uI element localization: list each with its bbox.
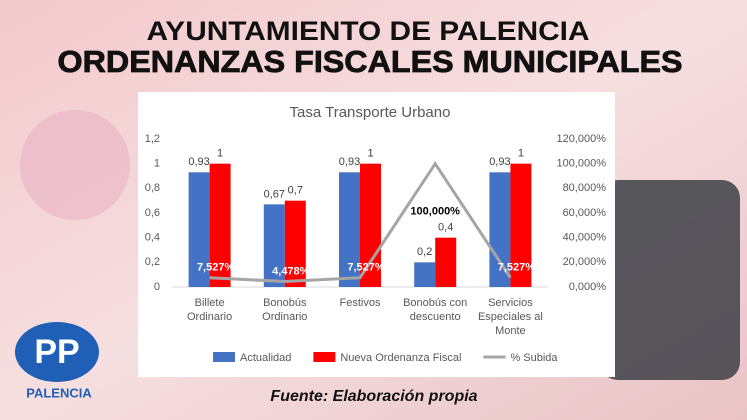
y-tick-label: 0,8 bbox=[145, 182, 160, 194]
line bbox=[209, 160, 512, 283]
y2-tick-label: 100,000% bbox=[556, 158, 606, 170]
y2-tick-label: 0,000% bbox=[569, 281, 607, 293]
y-tick-label: 0,2 bbox=[145, 256, 160, 268]
data-label: 0,2 bbox=[417, 246, 432, 258]
bar bbox=[284, 200, 306, 287]
data-label: 0,93 bbox=[339, 156, 360, 168]
data-label: 0,4 bbox=[438, 222, 453, 234]
bar bbox=[435, 237, 457, 287]
data-label: 1 bbox=[518, 148, 524, 160]
chart-title: Tasa Transporte Urbano bbox=[290, 104, 451, 121]
data-label: 0,93 bbox=[489, 156, 510, 168]
bar bbox=[339, 172, 360, 287]
bar bbox=[209, 163, 231, 287]
y-tick-label: 0,4 bbox=[145, 232, 160, 244]
y2-tick-label: 60,000% bbox=[563, 207, 607, 219]
pie-decoration bbox=[20, 110, 130, 220]
bar bbox=[489, 172, 511, 287]
legend-label: Actualidad bbox=[240, 352, 291, 364]
line-label: 7,527% bbox=[347, 262, 385, 274]
data-label: 0,7 bbox=[288, 185, 303, 197]
data-label: 0,67 bbox=[264, 188, 285, 200]
x-tick-label: Festivos bbox=[339, 297, 381, 309]
calculator-decoration bbox=[600, 180, 740, 380]
line-label: 7,527% bbox=[498, 262, 536, 274]
x-tick-label: Bonobús Ordinario bbox=[262, 297, 308, 323]
y-tick-label: 0,6 bbox=[145, 207, 160, 219]
x-tick-label: Bonobús con descuento bbox=[403, 297, 468, 323]
x-tick-label: Billete Ordinario bbox=[186, 297, 233, 323]
bar bbox=[510, 163, 532, 287]
bar bbox=[414, 262, 436, 287]
line-label: 7,527% bbox=[197, 262, 235, 274]
line-label: 4,478% bbox=[272, 265, 310, 277]
bar bbox=[188, 172, 210, 287]
y2-tick-label: 20,000% bbox=[563, 256, 607, 268]
bar bbox=[263, 204, 285, 287]
line-label: 100,000% bbox=[410, 206, 460, 218]
y-tick-label: 1 bbox=[154, 158, 160, 170]
legend-swatch bbox=[213, 352, 235, 362]
y-tick-label: 1,2 bbox=[145, 133, 160, 145]
data-label: 0,93 bbox=[188, 156, 209, 168]
y2-tick-label: 80,000% bbox=[563, 182, 607, 194]
y2-tick-label: 40,000% bbox=[563, 232, 607, 244]
data-label: 1 bbox=[367, 148, 373, 160]
y-tick-label: 0 bbox=[154, 281, 160, 293]
header-subtitle: ORDENANZAS FISCALES MUNICIPALES bbox=[58, 44, 683, 79]
header-title: AYUNTAMIENTO DE PALENCIA bbox=[147, 16, 590, 46]
logo-mark: PP bbox=[34, 333, 79, 371]
logo-shape bbox=[15, 322, 99, 382]
legend-swatch bbox=[313, 352, 336, 362]
logo-text: PALENCIA bbox=[26, 385, 92, 400]
y2-tick-label: 120,000% bbox=[556, 133, 606, 145]
legend-label: Nueva Ordenanza Fiscal bbox=[340, 352, 461, 364]
x-tick-label: Servicios Especiales al Monte bbox=[477, 297, 543, 337]
legend-label: % Subida bbox=[510, 352, 558, 364]
data-label: 1 bbox=[217, 148, 223, 160]
source-note: Fuente: Elaboración propia bbox=[270, 388, 477, 405]
